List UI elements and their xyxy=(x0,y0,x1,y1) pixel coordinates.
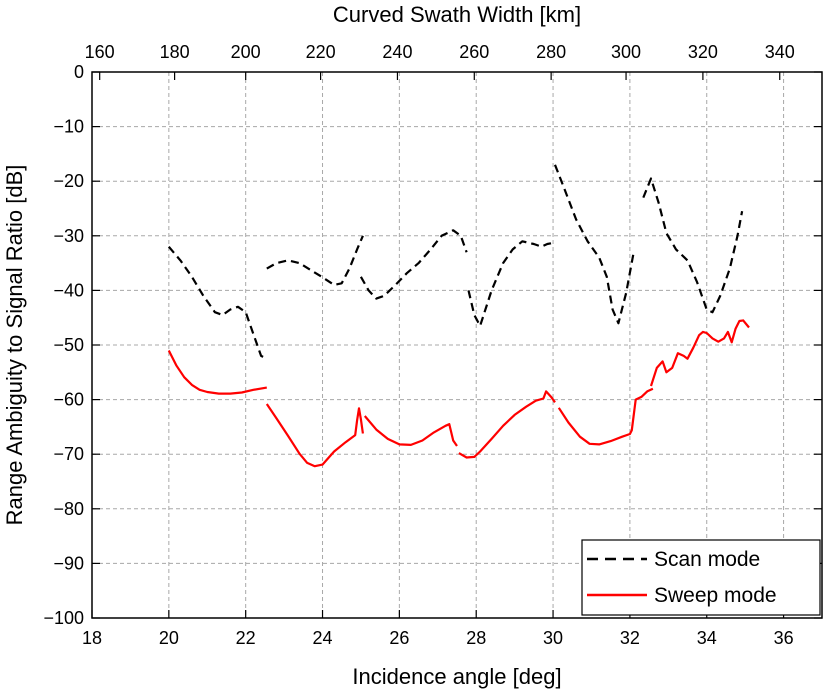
top-tick-label: 160 xyxy=(85,42,115,62)
legend-box xyxy=(581,539,821,616)
y-tick-label: −30 xyxy=(53,226,84,246)
legend-label-scan-mode: Scan mode xyxy=(654,548,760,571)
y-tick-label: −60 xyxy=(53,390,84,410)
series-line-segment xyxy=(167,350,267,395)
x-tick-label: 32 xyxy=(620,628,640,648)
top-tick-label: 340 xyxy=(765,42,795,62)
plot-frame xyxy=(91,71,823,619)
axis-ticks: 18 20 22 24 26 28 30 32 34 36 0 −10 −20 −30 −40 −50 −60 −… xyxy=(43,42,823,648)
x-tick-label: 24 xyxy=(313,628,333,648)
x-tick-label: 18 xyxy=(82,628,102,648)
y-tick-label: −20 xyxy=(53,171,84,191)
plot-area xyxy=(167,164,750,468)
series-line-segment xyxy=(642,177,744,314)
series-line-segment xyxy=(553,164,635,325)
x-tick-label: 22 xyxy=(236,628,256,648)
series-line-segment xyxy=(467,240,554,327)
series-sweep-mode xyxy=(167,319,750,468)
series-line-segment xyxy=(167,245,268,360)
series-line-segment xyxy=(649,319,750,387)
x-tick-label: 20 xyxy=(159,628,179,648)
y-tick-label: −80 xyxy=(53,499,84,519)
y-tick-label: −100 xyxy=(43,608,84,628)
y-tick-label: −40 xyxy=(53,280,84,300)
x-tick-label: 28 xyxy=(466,628,486,648)
top-axis-title: Curved Swath Width [km] xyxy=(333,2,581,27)
top-tick-label: 280 xyxy=(536,42,566,62)
x-tick-label: 36 xyxy=(774,628,794,648)
y-axis-title: Range Ambiguity to Signal Ratio [dB] xyxy=(2,165,27,526)
series-line-segment xyxy=(265,403,364,468)
x-tick-label: 26 xyxy=(389,628,409,648)
series-line-segment xyxy=(359,229,468,300)
y-tick-label: −50 xyxy=(53,335,84,355)
y-tick-label: 0 xyxy=(74,62,84,82)
y-tick-label: −90 xyxy=(53,553,84,573)
top-tick-label: 300 xyxy=(611,42,641,62)
y-tick-label: −10 xyxy=(53,117,84,137)
series-line-segment xyxy=(363,415,458,447)
series-line-segment xyxy=(557,387,654,446)
top-tick-label: 320 xyxy=(688,42,718,62)
top-tick-label: 200 xyxy=(231,42,261,62)
legend: Scan mode Sweep mode xyxy=(581,539,821,616)
x-axis-title: Incidence angle [deg] xyxy=(352,664,561,689)
x-tick-label: 30 xyxy=(543,628,563,648)
top-tick-label: 180 xyxy=(160,42,190,62)
series-line-segment xyxy=(266,235,364,286)
legend-label-sweep-mode: Sweep mode xyxy=(654,584,777,607)
top-tick-label: 240 xyxy=(382,42,412,62)
grid-lines xyxy=(92,72,822,618)
top-tick-label: 260 xyxy=(459,42,489,62)
y-tick-label: −70 xyxy=(53,444,84,464)
top-tick-label: 220 xyxy=(306,42,336,62)
series-line-segment xyxy=(458,390,556,459)
series-scan-mode xyxy=(167,164,744,360)
x-tick-label: 34 xyxy=(697,628,717,648)
